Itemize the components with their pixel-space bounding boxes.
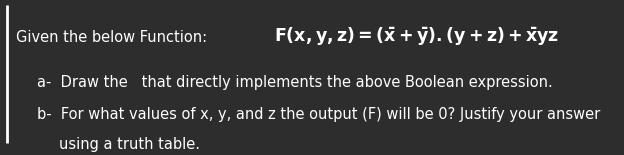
Text: a-  Draw the   that directly implements the above Boolean expression.: a- Draw the that directly implements the… bbox=[37, 75, 553, 90]
Text: b-  For what values of x, y, and z the output (F) will be 0? Justify your answer: b- For what values of x, y, and z the ou… bbox=[37, 107, 601, 122]
Text: Given the below Function:: Given the below Function: bbox=[16, 30, 216, 45]
Text: $\mathbf{F(x, y, z) = (\bar{x}+\bar{y}).(y+z)+\bar{x}yz}$: $\mathbf{F(x, y, z) = (\bar{x}+\bar{y}).… bbox=[274, 26, 559, 48]
Text: using a truth table.: using a truth table. bbox=[59, 137, 200, 152]
